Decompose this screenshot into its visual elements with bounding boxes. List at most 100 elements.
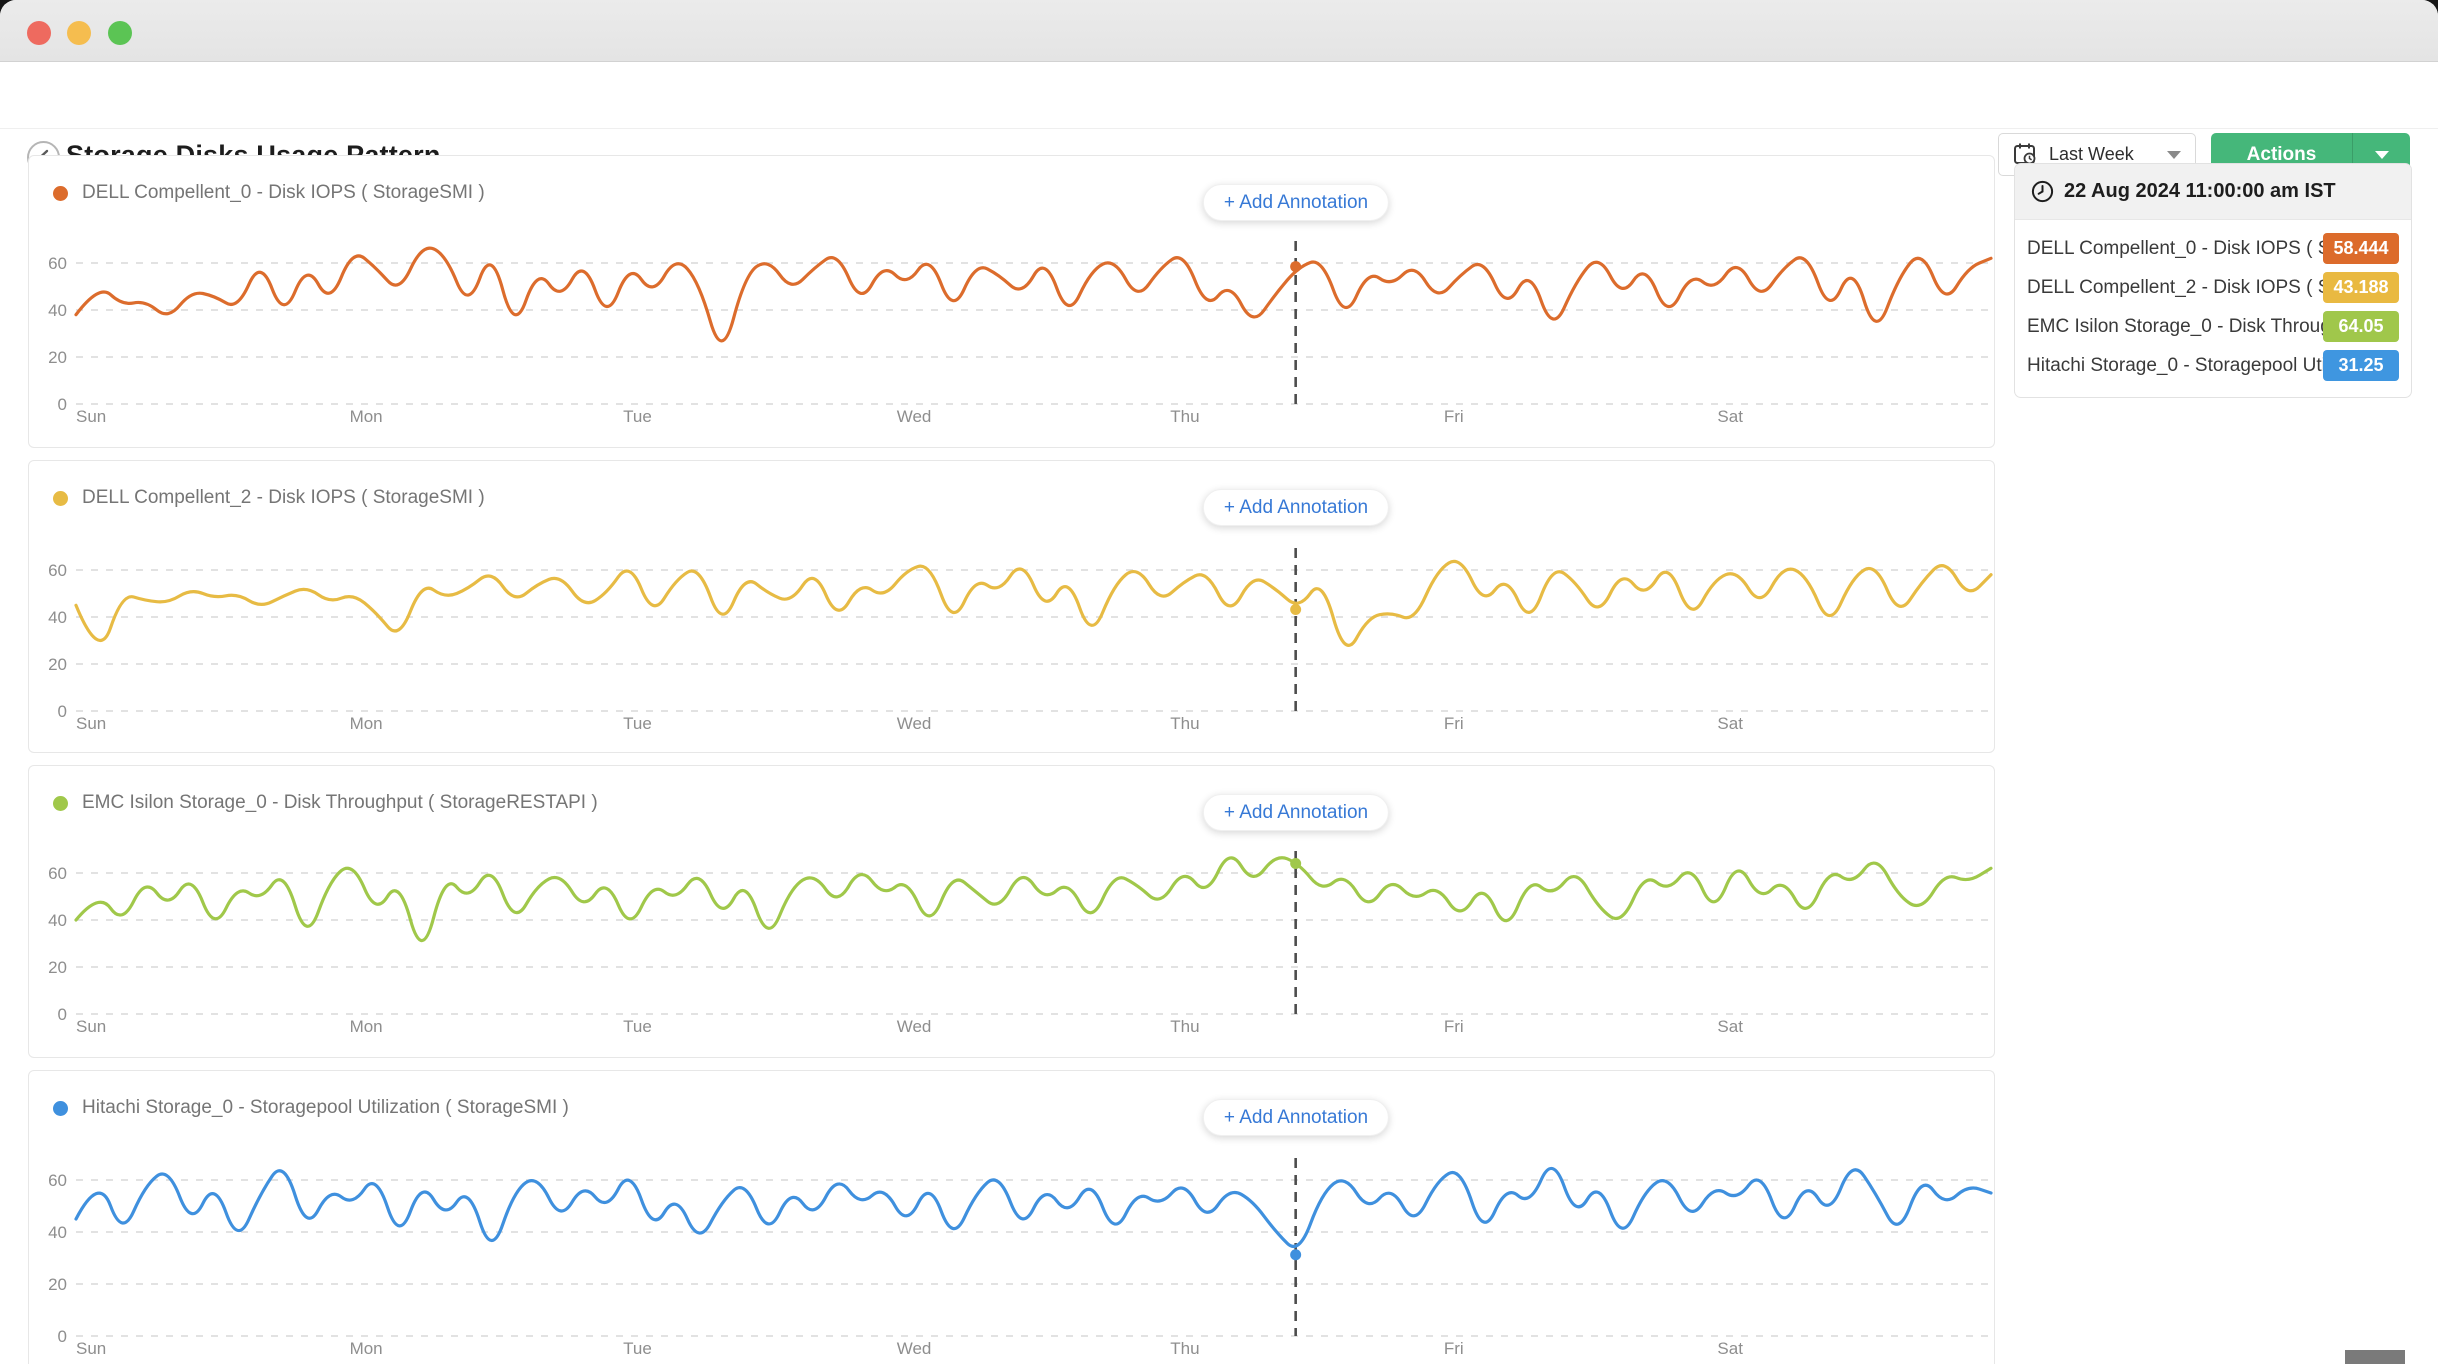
chart-legend: Hitachi Storage_0 - Storagepool Utilizat… <box>53 1097 569 1119</box>
zoom-window-button[interactable] <box>108 21 132 45</box>
series-line <box>74 559 1993 647</box>
series-line <box>74 246 1993 343</box>
x-axis-tick-label: Wed <box>897 714 932 733</box>
tooltip-row: EMC Isilon Storage_0 - Disk Throug... 64… <box>2027 307 2399 346</box>
legend-dot <box>53 185 68 201</box>
value-badge: 43.188 <box>2323 272 2399 303</box>
chart-legend: DELL Compellent_0 - Disk IOPS ( StorageS… <box>53 182 485 204</box>
add-annotation-button[interactable]: + Add Annotation <box>1202 1099 1390 1136</box>
chart-card-emc-isilon: 0 20 40 60 Sun Mon Tue Wed Thu Fri Sat EMC Isilon … <box>28 765 1995 1058</box>
x-axis-tick-label: Tue <box>623 714 652 733</box>
tooltip-header: 22 Aug 2024 11:00:00 am IST <box>2015 164 2411 220</box>
x-axis-tick-label: Thu <box>1170 407 1199 426</box>
x-axis-tick-label: Fri <box>1444 407 1464 426</box>
x-axis-tick-label: Sun <box>76 714 106 733</box>
y-axis-tick-label: 60 <box>48 1171 67 1190</box>
tooltip-row: DELL Compellent_2 - Disk IOPS ( St... 43… <box>2027 268 2399 307</box>
chart-card-dell-compellent-2: 0 20 40 60 Sun Mon Tue Wed Thu Fri Sat DELL Compel… <box>28 460 1995 753</box>
y-axis-tick-label: 20 <box>48 348 67 367</box>
y-axis-tick-label: 20 <box>48 958 67 977</box>
x-axis-tick-label: Mon <box>350 1339 383 1358</box>
x-axis-tick-label: Mon <box>350 407 383 426</box>
cursor-marker-dot <box>1290 1249 1302 1261</box>
x-axis-tick-label: Fri <box>1444 1339 1464 1358</box>
y-axis-tick-label: 0 <box>58 1327 67 1346</box>
legend-label: DELL Compellent_0 - Disk IOPS ( StorageS… <box>82 182 485 203</box>
x-axis-tick-label: Wed <box>897 407 932 426</box>
chevron-down-icon <box>2374 150 2389 159</box>
horizontal-scrollbar-thumb[interactable] <box>2345 1350 2405 1364</box>
series-line <box>74 1167 1993 1249</box>
x-axis-tick-label: Tue <box>623 407 652 426</box>
line-chart-hitachi[interactable]: 0 20 40 60 Sun Mon Tue Wed Thu Fri Sat <box>29 1071 1996 1364</box>
add-annotation-button[interactable]: + Add Annotation <box>1202 184 1390 221</box>
tooltip-timestamp: 22 Aug 2024 11:00:00 am IST <box>2064 180 2336 202</box>
y-axis-tick-label: 40 <box>48 301 67 320</box>
x-axis-tick-label: Fri <box>1444 1017 1464 1036</box>
add-annotation-button[interactable]: + Add Annotation <box>1202 794 1390 831</box>
line-chart-dell-compellent-2[interactable]: 0 20 40 60 Sun Mon Tue Wed Thu Fri Sat <box>29 461 1996 754</box>
y-axis-tick-label: 20 <box>48 655 67 674</box>
cursor-marker-dot <box>1290 604 1302 616</box>
cursor-tooltip-panel: 22 Aug 2024 11:00:00 am IST DELL Compell… <box>2014 163 2412 398</box>
cursor-marker-dot <box>1290 857 1302 869</box>
series-label: DELL Compellent_2 - Disk IOPS ( St... <box>2027 276 2323 298</box>
x-axis-tick-label: Sat <box>1717 714 1743 733</box>
time-range-label: Last Week <box>2049 144 2134 164</box>
x-axis-tick-label: Fri <box>1444 714 1464 733</box>
actions-label: Actions <box>2246 143 2317 165</box>
y-axis-tick-label: 0 <box>58 1005 67 1024</box>
line-chart-emc-isilon[interactable]: 0 20 40 60 Sun Mon Tue Wed Thu Fri Sat <box>29 766 1996 1059</box>
x-axis-tick-label: Mon <box>350 1017 383 1036</box>
y-axis-tick-label: 0 <box>58 395 67 414</box>
x-axis-tick-label: Wed <box>897 1017 932 1036</box>
y-axis-tick-label: 60 <box>48 864 67 883</box>
x-axis-tick-label: Tue <box>623 1339 652 1358</box>
y-axis-tick-label: 40 <box>48 911 67 930</box>
x-axis-tick-label: Tue <box>623 1017 652 1036</box>
legend-dot <box>53 490 68 506</box>
tooltip-row: Hitachi Storage_0 - Storagepool Util... … <box>2027 346 2399 385</box>
x-axis-tick-label: Thu <box>1170 1017 1199 1036</box>
chart-legend: DELL Compellent_2 - Disk IOPS ( StorageS… <box>53 487 485 509</box>
legend-label: EMC Isilon Storage_0 - Disk Throughput (… <box>82 792 598 813</box>
series-label: Hitachi Storage_0 - Storagepool Util... <box>2027 354 2323 376</box>
legend-label: DELL Compellent_2 - Disk IOPS ( StorageS… <box>82 487 485 508</box>
calendar-clock-icon <box>2014 143 2036 165</box>
legend-label: Hitachi Storage_0 - Storagepool Utilizat… <box>82 1097 569 1118</box>
value-badge: 64.05 <box>2323 311 2399 342</box>
page-header: Storage Disks Usage Pattern Last Week Ac… <box>0 62 2438 176</box>
y-axis-tick-label: 60 <box>48 561 67 580</box>
value-badge: 31.25 <box>2323 350 2399 381</box>
x-axis-tick-label: Sun <box>76 1017 106 1036</box>
minimize-window-button[interactable] <box>67 21 91 45</box>
y-axis-tick-label: 20 <box>48 1275 67 1294</box>
x-axis-tick-label: Sun <box>76 407 106 426</box>
x-axis-tick-label: Sat <box>1717 407 1743 426</box>
series-label: DELL Compellent_0 - Disk IOPS ( St... <box>2027 237 2323 259</box>
window-titlebar <box>0 0 2438 62</box>
y-axis-tick-label: 40 <box>48 1223 67 1242</box>
cursor-marker-dot <box>1290 261 1302 273</box>
actions-dropdown-toggle[interactable] <box>2352 133 2410 176</box>
legend-dot <box>53 1100 68 1116</box>
series-label: EMC Isilon Storage_0 - Disk Throug... <box>2027 315 2323 337</box>
x-axis-tick-label: Thu <box>1170 714 1199 733</box>
line-chart-dell-compellent-0[interactable]: 0 20 40 60 Sun Mon Tue Wed Thu Fri Sat <box>29 156 1996 449</box>
chart-card-hitachi: 0 20 40 60 Sun Mon Tue Wed Thu Fri Sat Hitachi Sto… <box>28 1070 1995 1364</box>
chevron-down-icon <box>2167 150 2181 159</box>
x-axis-tick-label: Thu <box>1170 1339 1199 1358</box>
tooltip-row: DELL Compellent_0 - Disk IOPS ( St... 58… <box>2027 229 2399 268</box>
value-badge: 58.444 <box>2323 233 2399 264</box>
y-axis-tick-label: 0 <box>58 702 67 721</box>
close-window-button[interactable] <box>27 21 51 45</box>
chart-legend: EMC Isilon Storage_0 - Disk Throughput (… <box>53 792 598 814</box>
add-annotation-button[interactable]: + Add Annotation <box>1202 489 1390 526</box>
x-axis-tick-label: Sat <box>1717 1339 1743 1358</box>
legend-dot <box>53 795 68 811</box>
x-axis-tick-label: Mon <box>350 714 383 733</box>
y-axis-tick-label: 60 <box>48 254 67 273</box>
tooltip-rows: DELL Compellent_0 - Disk IOPS ( St... 58… <box>2015 220 2411 397</box>
chart-card-dell-compellent-0: 0 20 40 60 Sun Mon Tue Wed Thu Fri Sat DELL Compel… <box>28 155 1995 448</box>
